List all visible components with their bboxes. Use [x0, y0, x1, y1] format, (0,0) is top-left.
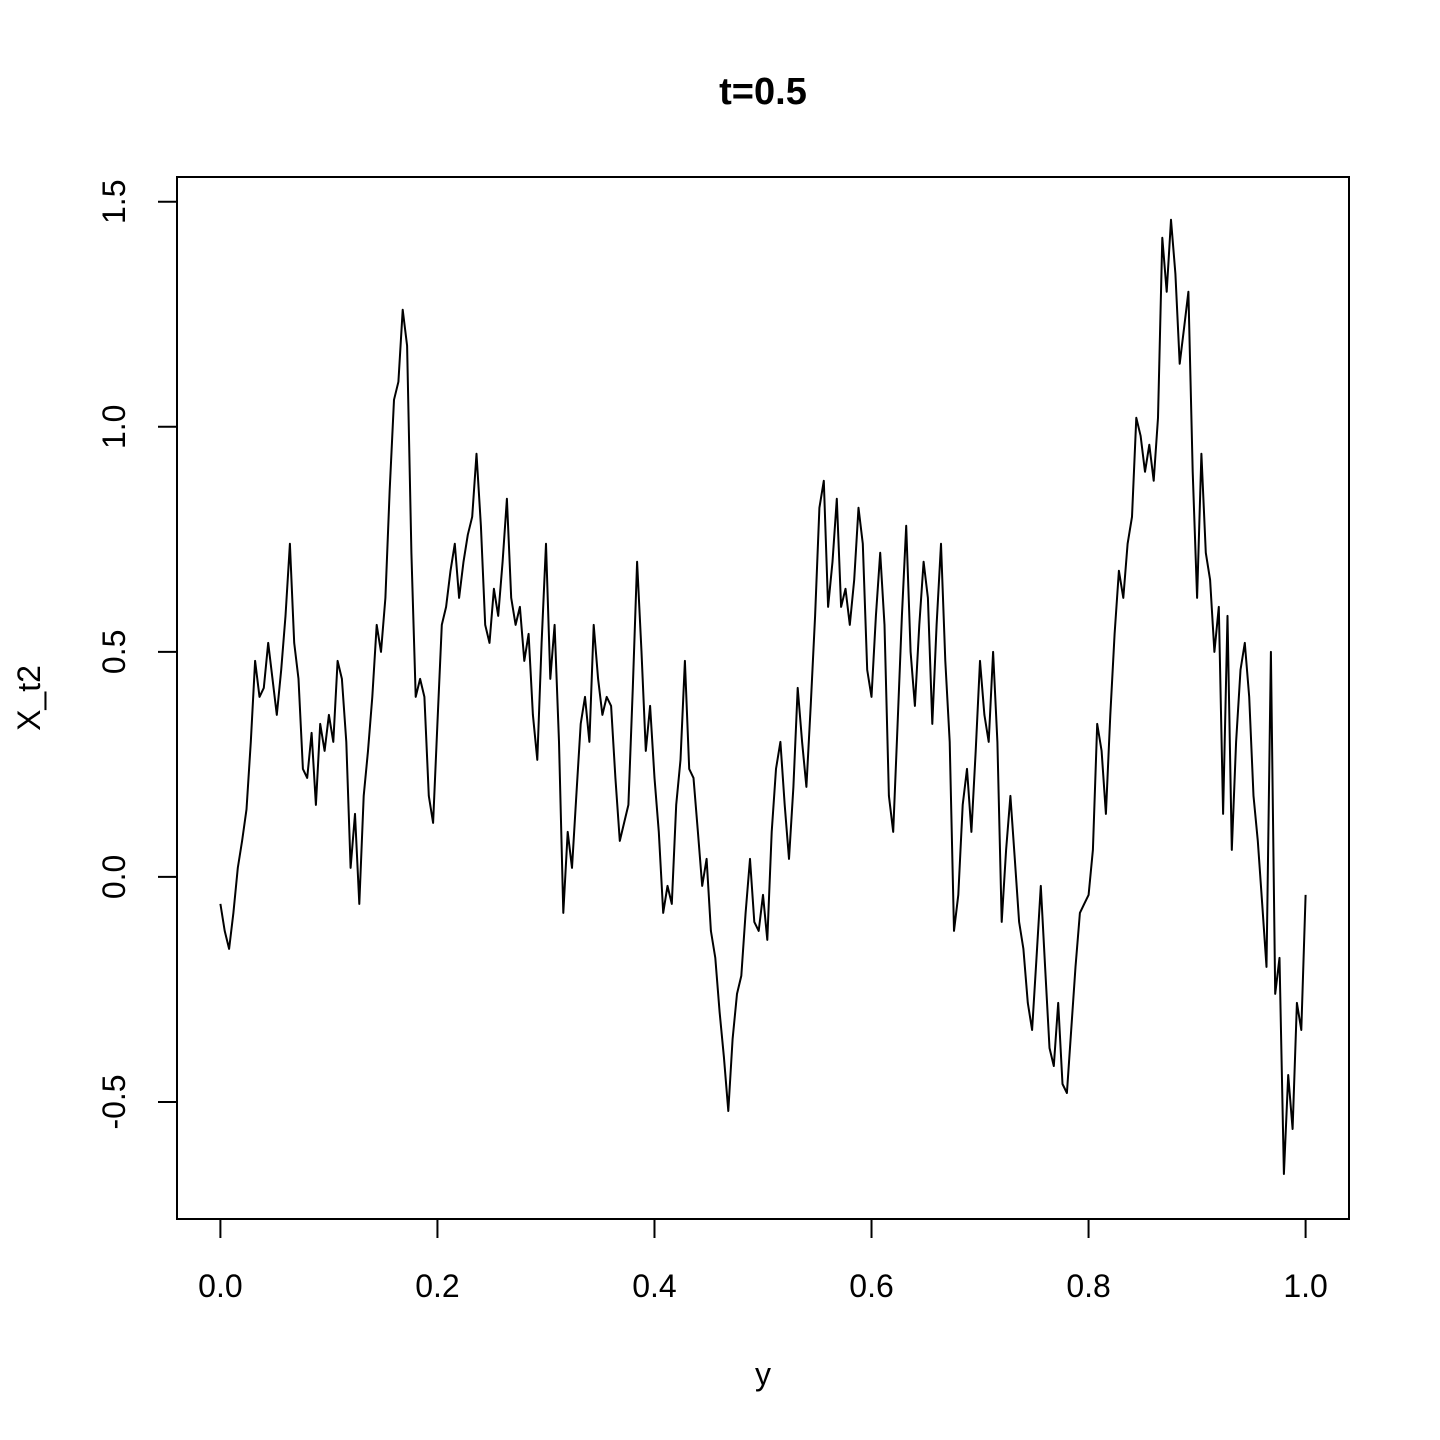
y-axis: -0.5 0.0 0.5 1.0 1.5 — [96, 180, 178, 1130]
x-tick-label: 1.0 — [1283, 1268, 1327, 1304]
x-axis: 0.0 0.2 0.4 0.6 0.8 1.0 — [198, 1218, 1328, 1304]
plot-box — [176, 176, 1350, 1220]
y-tick-label: -0.5 — [96, 1074, 132, 1129]
y-axis-label: X_t2 — [11, 665, 47, 731]
x-axis-label: y — [755, 1356, 771, 1392]
x-tick-label: 0.0 — [198, 1268, 242, 1304]
x-tick-label: 0.4 — [632, 1268, 676, 1304]
x-tick-label: 0.2 — [415, 1268, 459, 1304]
series-line — [219, 218, 1307, 1175]
y-tick-label: 1.5 — [96, 180, 132, 224]
x-tick-label: 0.8 — [1066, 1268, 1110, 1304]
y-tick-label: 1.0 — [96, 405, 132, 449]
y-tick-label: 0.5 — [96, 630, 132, 674]
chart-title: t=0.5 — [719, 71, 807, 113]
y-tick-label: 0.0 — [96, 855, 132, 899]
x-tick-label: 0.6 — [849, 1268, 893, 1304]
